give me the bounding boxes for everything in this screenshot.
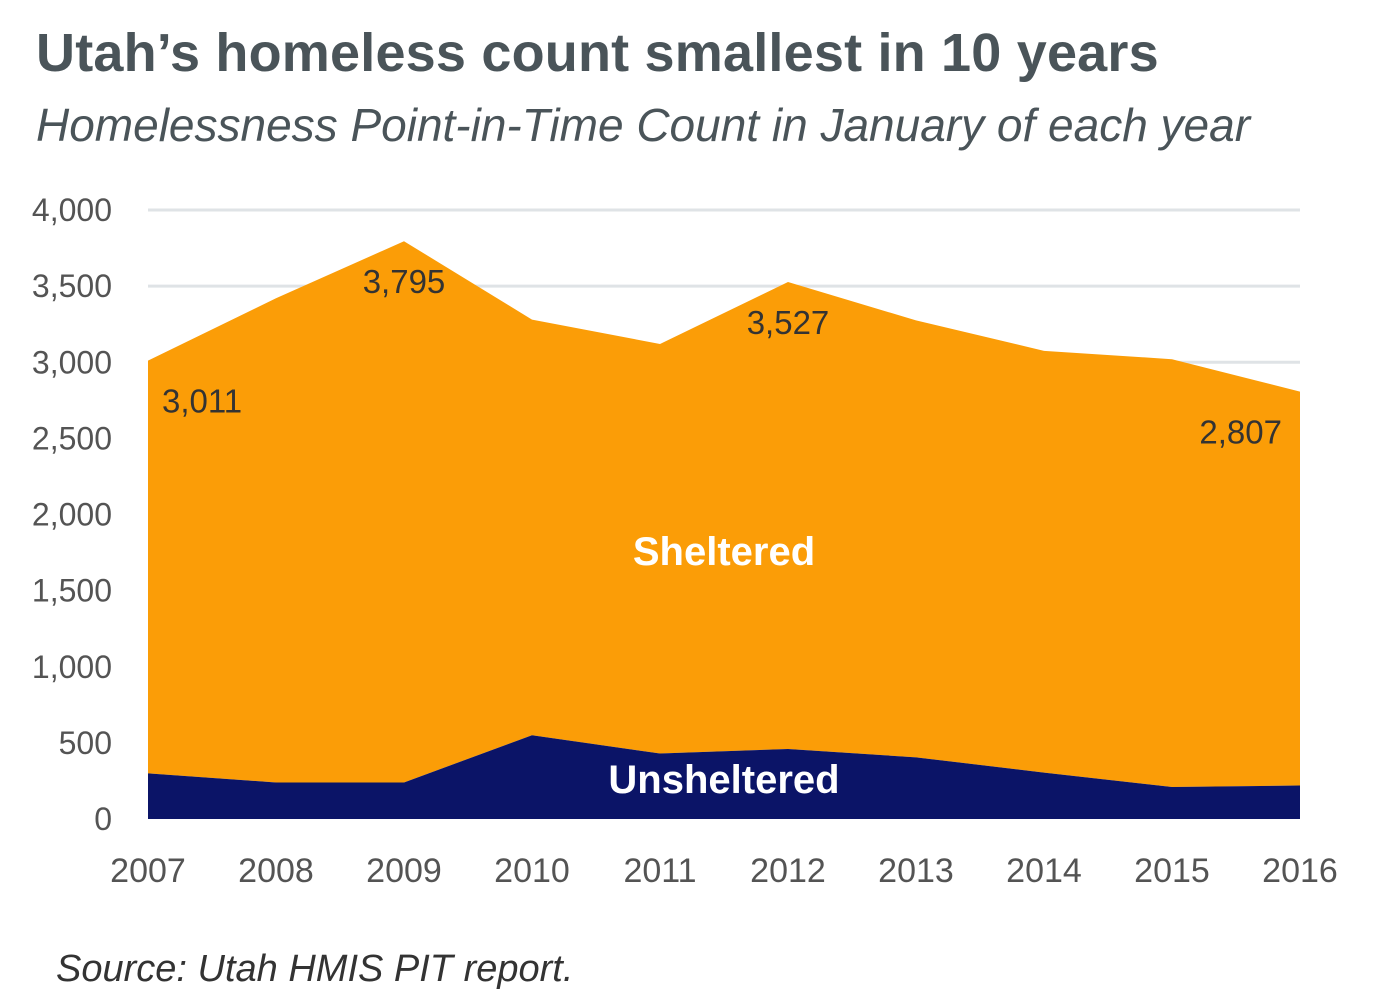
unsheltered-area [148,735,1300,819]
series-label-unsheltered: Unsheltered [608,758,839,802]
y-tick-label: 3,000 [32,344,112,380]
x-tick-label: 2011 [623,852,696,890]
x-tick-label: 2013 [878,852,954,890]
y-tick-label: 1,000 [32,649,112,685]
y-tick-label: 0 [94,801,112,837]
y-tick-label: 3,500 [32,268,112,304]
x-tick-label: 2007 [110,852,186,890]
sheltered-area [148,241,1300,788]
x-tick-label: 2012 [750,852,826,890]
x-tick-label: 2014 [1006,852,1082,890]
x-tick-label: 2015 [1134,852,1210,890]
data-label: 3,527 [747,304,830,341]
x-tick-label: 2008 [238,852,314,890]
y-tick-label: 1,500 [32,573,112,609]
chart-subtitle: Homelessness Point-in-Time Count in Janu… [36,99,1251,151]
y-tick-label: 500 [59,725,112,761]
series-label-sheltered: Sheltered [633,530,815,574]
source-note: Source: Utah HMIS PIT report. [56,948,574,990]
x-tick-label: 2016 [1262,852,1338,890]
chart-title: Utah’s homeless count smallest in 10 yea… [36,23,1159,83]
data-label: 3,011 [162,383,242,420]
y-tick-label: 2,000 [32,497,112,533]
y-tick-label: 4,000 [32,192,112,228]
y-tick-label: 2,500 [32,420,112,456]
data-label: 3,795 [363,263,446,300]
data-label: 2,807 [1199,414,1282,451]
x-tick-label: 2010 [494,852,570,890]
x-tick-label: 2009 [366,852,442,890]
